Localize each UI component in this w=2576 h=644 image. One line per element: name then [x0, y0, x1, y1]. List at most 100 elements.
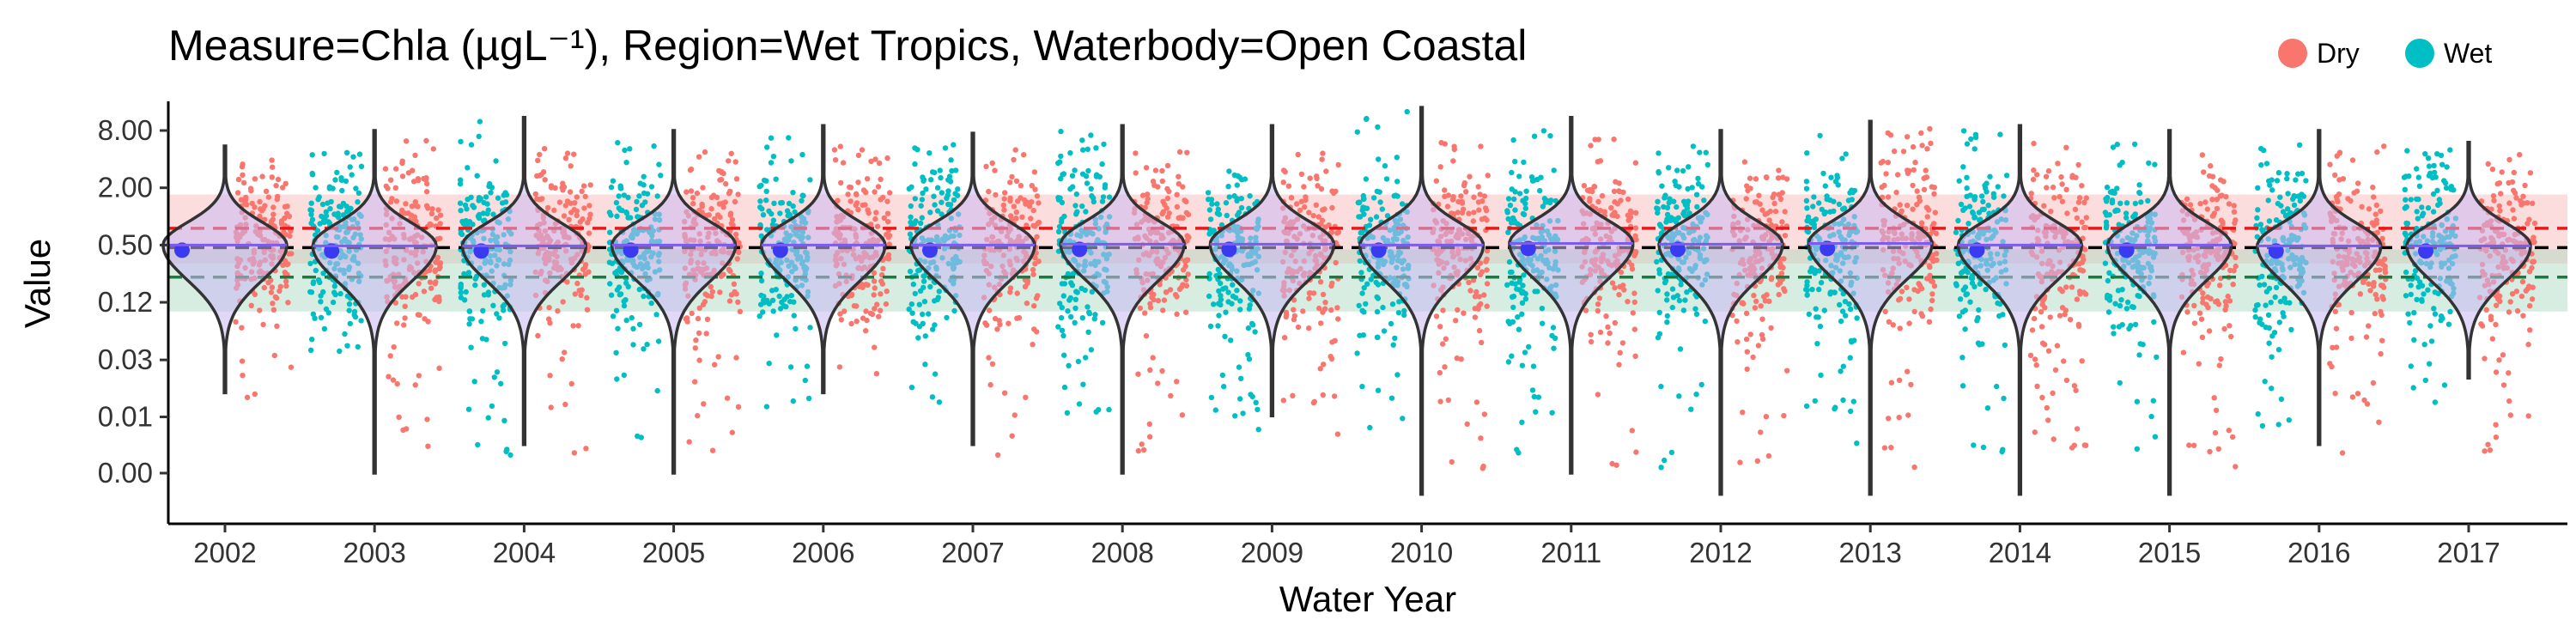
- data-point-wet: [1389, 301, 1396, 307]
- data-point-wet: [1850, 398, 1856, 404]
- data-point-wet: [937, 167, 943, 173]
- data-point-dry: [2530, 258, 2536, 265]
- data-point-wet: [1383, 176, 1390, 182]
- data-point-dry: [1620, 283, 1626, 289]
- data-point-dry: [1904, 203, 1911, 209]
- data-point-dry: [2214, 205, 2221, 212]
- data-point-wet: [1977, 217, 1983, 223]
- data-point-dry: [1632, 233, 1638, 239]
- data-point-dry: [1915, 288, 1921, 295]
- data-point-dry: [1484, 217, 1490, 223]
- data-point-dry: [2031, 140, 2037, 147]
- data-point-dry: [2527, 170, 2534, 176]
- data-point-wet: [501, 192, 507, 198]
- data-point-dry: [1320, 309, 1326, 315]
- data-point-dry: [1485, 173, 1491, 179]
- data-point-wet: [1674, 204, 1680, 210]
- data-point-dry: [1461, 182, 1467, 189]
- data-point-wet: [770, 308, 776, 314]
- data-point-wet: [1680, 167, 1686, 174]
- legend-wet-swatch: [2405, 39, 2434, 68]
- data-point-wet: [912, 161, 918, 167]
- data-point-dry: [1470, 277, 1477, 283]
- data-point-dry: [412, 152, 418, 159]
- data-point-wet: [934, 185, 941, 191]
- data-point-wet: [1685, 185, 1691, 192]
- data-point-wet: [1092, 312, 1098, 318]
- data-point-dry: [584, 307, 591, 313]
- data-point-dry: [2490, 193, 2497, 199]
- data-point-dry: [2081, 199, 2087, 205]
- data-point-wet: [644, 342, 650, 348]
- data-point-dry: [1155, 184, 1161, 190]
- data-point-wet: [945, 177, 951, 183]
- data-point-wet: [1804, 205, 1810, 211]
- data-point-dry: [1161, 297, 1168, 303]
- data-point-wet: [1681, 213, 1688, 219]
- data-point-dry: [992, 167, 998, 173]
- data-point-dry: [1000, 202, 1007, 209]
- data-point-dry: [1776, 167, 1782, 173]
- data-point-wet: [353, 185, 359, 191]
- data-point-dry: [1597, 208, 1604, 214]
- data-point-dry: [993, 191, 999, 198]
- data-point-wet: [920, 177, 927, 183]
- data-point-dry: [856, 283, 863, 289]
- data-point-dry: [1159, 178, 1166, 185]
- data-point-wet: [1522, 349, 1528, 355]
- data-point-wet: [1354, 129, 1361, 135]
- data-point-dry: [883, 301, 890, 307]
- data-point-dry: [1018, 183, 1024, 189]
- data-point-wet: [1082, 287, 1088, 294]
- data-point-dry: [1032, 186, 1038, 192]
- data-point-dry: [2354, 188, 2360, 194]
- data-point-wet: [1230, 282, 1236, 288]
- data-point-dry: [1779, 219, 1785, 225]
- data-point-wet: [1847, 190, 1853, 196]
- data-point-dry: [410, 179, 417, 185]
- data-point-dry: [2493, 321, 2499, 328]
- data-point-wet: [1232, 413, 1238, 419]
- data-point-wet: [1664, 291, 1670, 297]
- data-point-wet: [1382, 163, 1388, 169]
- data-point-dry: [1030, 271, 1036, 277]
- data-point-dry: [2513, 289, 2520, 295]
- data-point-wet: [807, 177, 813, 183]
- data-point-wet: [1093, 409, 1099, 415]
- data-point-dry: [270, 216, 276, 222]
- data-point-dry: [872, 344, 878, 350]
- data-point-dry: [1316, 305, 1322, 312]
- data-point-dry: [1887, 132, 1894, 138]
- data-point-dry: [708, 293, 714, 300]
- data-point-dry: [1633, 449, 1639, 455]
- data-point-dry: [2231, 203, 2237, 209]
- data-point-dry: [840, 160, 847, 166]
- data-point-wet: [916, 301, 923, 307]
- data-point-dry: [1601, 209, 1608, 215]
- data-point-wet: [493, 158, 499, 164]
- data-point-dry: [386, 374, 392, 380]
- data-point-dry: [1280, 167, 1287, 173]
- data-point-wet: [908, 214, 914, 220]
- data-point-wet: [501, 307, 507, 313]
- data-point-wet: [468, 194, 474, 200]
- data-point-wet: [1401, 312, 1407, 319]
- data-point-wet: [1659, 183, 1665, 189]
- data-point-dry: [1029, 199, 1035, 205]
- data-point-dry: [2074, 296, 2081, 302]
- data-point-wet: [1957, 296, 1964, 302]
- data-point-dry: [2215, 301, 2222, 307]
- data-point-dry: [2033, 172, 2040, 178]
- data-point-wet: [307, 289, 313, 295]
- data-point-dry: [717, 289, 723, 295]
- data-point-dry: [1911, 167, 1917, 173]
- data-point-dry: [719, 169, 725, 176]
- data-point-dry: [1613, 462, 1619, 468]
- data-point-dry: [1159, 368, 1165, 374]
- data-point-dry: [2522, 182, 2528, 189]
- data-point-dry: [1608, 204, 1614, 211]
- data-point-dry: [1142, 204, 1148, 210]
- data-point-wet: [907, 268, 914, 275]
- data-point-wet: [938, 174, 944, 181]
- data-point-dry: [257, 198, 263, 205]
